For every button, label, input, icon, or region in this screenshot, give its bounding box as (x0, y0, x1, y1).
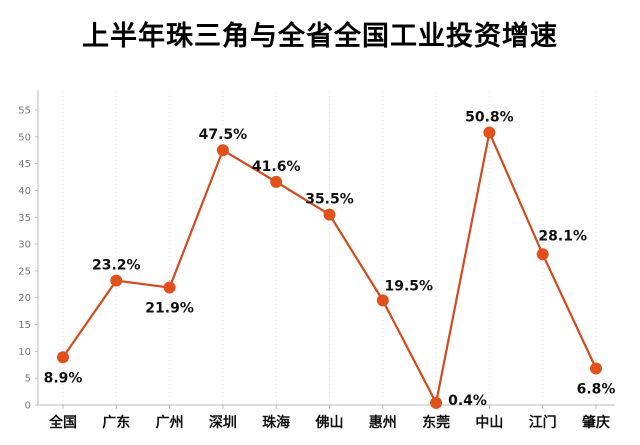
data-label: 35.5% (305, 192, 354, 208)
data-point-marker (163, 281, 176, 294)
y-tick-label: 0 (25, 401, 31, 412)
x-tick-label: 中山 (475, 414, 503, 431)
x-tick-label: 珠海 (262, 414, 290, 431)
y-tick-label: 5 (25, 374, 31, 385)
x-tick-label: 惠州 (369, 414, 397, 431)
data-label: 19.5% (385, 278, 434, 294)
x-tick-label: 广州 (156, 414, 184, 431)
data-label: 21.9% (145, 301, 194, 317)
data-point-marker (536, 248, 549, 261)
y-tick-label: 55 (18, 106, 31, 117)
data-point-marker (430, 396, 443, 409)
y-tick-label: 45 (18, 159, 31, 170)
y-tick-label: 10 (18, 347, 31, 358)
data-point-marker (590, 362, 602, 375)
x-tick-label: 深圳 (209, 414, 237, 431)
series-line (62, 131, 597, 404)
data-point-marker (270, 175, 283, 188)
data-label: 47.5% (199, 127, 248, 143)
x-tick-label: 江门 (529, 414, 557, 431)
data-point-marker (57, 351, 69, 364)
chart-title: 上半年珠三角与全省全国工业投资增速 (82, 21, 558, 52)
data-point-marker (483, 126, 496, 139)
x-tick-label: 佛山 (315, 414, 344, 431)
data-label: 28.1% (538, 228, 587, 244)
x-tick-label: 东莞 (422, 414, 450, 431)
y-tick-label: 15 (18, 320, 31, 331)
x-tick-label: 全国 (48, 414, 77, 431)
data-label: 23.2% (92, 258, 141, 274)
data-point-marker (110, 274, 123, 287)
y-tick-label: 40 (18, 186, 31, 197)
data-point-marker (376, 294, 389, 307)
data-label: 50.8% (465, 110, 514, 126)
data-label: 8.9% (44, 370, 83, 386)
x-tick-label: 肇庆 (582, 414, 610, 431)
y-tick-label: 25 (18, 266, 31, 277)
data-label: 6.8% (577, 382, 616, 398)
data-label: 0.4% (448, 393, 487, 409)
x-tick-label: 广东 (102, 414, 130, 431)
y-tick-label: 30 (18, 240, 31, 251)
y-tick-label: 20 (18, 293, 31, 304)
data-point-marker (216, 144, 229, 157)
y-tick-label: 35 (18, 213, 31, 224)
data-label: 41.6% (252, 159, 301, 175)
y-tick-label: 50 (18, 132, 31, 143)
data-point-marker (323, 208, 336, 221)
